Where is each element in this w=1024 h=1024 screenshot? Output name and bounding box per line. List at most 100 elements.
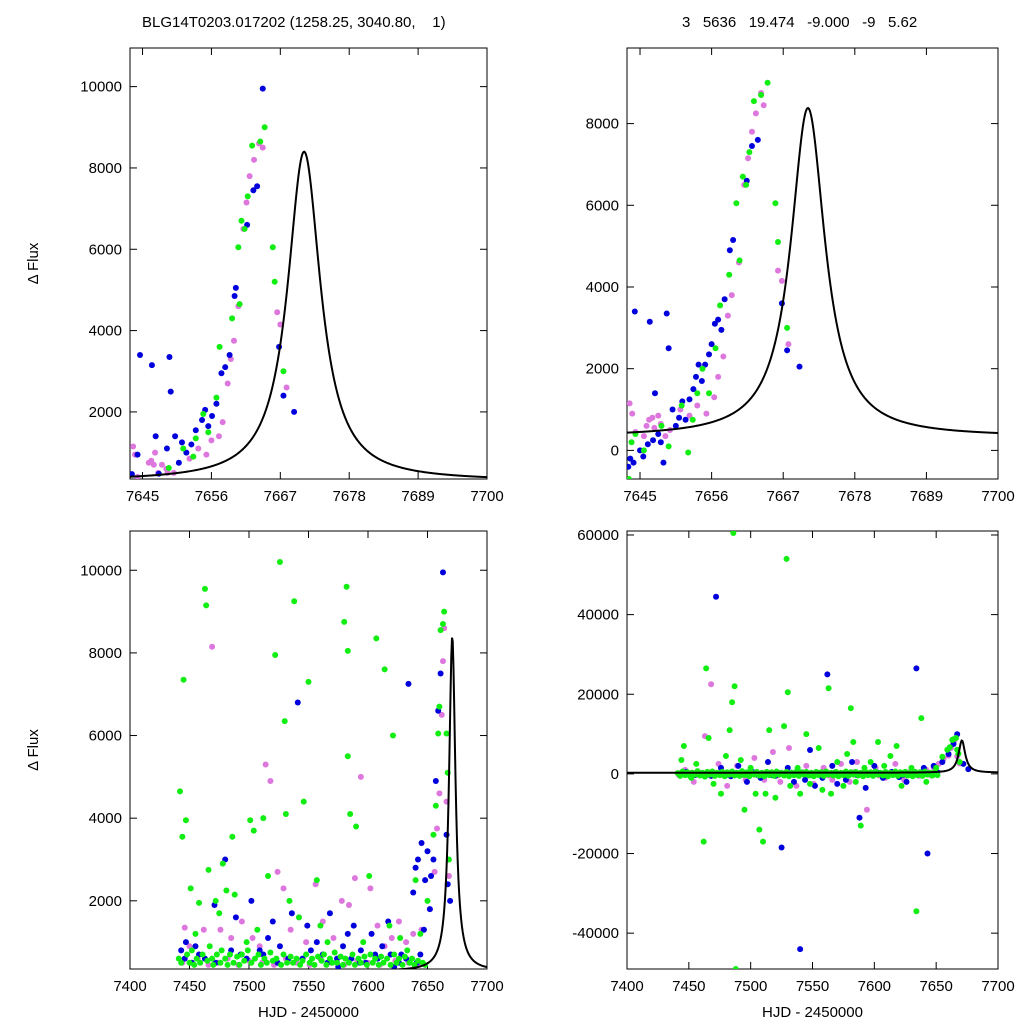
data-point [178, 947, 185, 954]
data-point [247, 817, 254, 824]
data-point [205, 429, 212, 436]
data-point [267, 949, 274, 956]
data-point [685, 449, 692, 456]
data-point [640, 433, 647, 440]
x-tick-label: 7550 [796, 978, 829, 995]
data-point [760, 838, 767, 845]
data-point [323, 961, 330, 968]
data-point [682, 416, 689, 423]
data-point [411, 961, 418, 968]
data-point [699, 365, 706, 372]
x-tick-label: 7600 [858, 978, 891, 995]
data-point [923, 778, 930, 785]
data-point [222, 955, 229, 962]
data-point [762, 41, 768, 47]
y-tick-label: 8000 [89, 645, 122, 662]
data-point [287, 953, 294, 960]
x-tick-label: 7400 [113, 978, 146, 995]
data-point [280, 392, 287, 399]
x-tick-label: 7656 [695, 488, 728, 505]
data-point [754, 136, 761, 143]
data-point [317, 922, 324, 929]
data-point [389, 732, 396, 739]
data-point [291, 408, 298, 415]
x-tick-label: 7500 [232, 978, 265, 995]
data-point [627, 455, 634, 462]
data-point [870, 772, 877, 779]
data-point [344, 647, 351, 654]
data-point [752, 110, 759, 117]
data-point [741, 806, 748, 813]
data-point [726, 271, 733, 278]
data-point [357, 947, 364, 954]
data-point [262, 761, 269, 768]
data-point [367, 885, 374, 892]
data-point [361, 953, 368, 960]
data-point [414, 957, 421, 964]
data-point [678, 756, 685, 763]
data-point [192, 435, 199, 442]
data-point [790, 778, 797, 785]
data-point [137, 351, 144, 358]
data-point [772, 200, 779, 207]
data-point [693, 760, 700, 767]
data-point [311, 961, 318, 968]
data-point [703, 410, 710, 417]
data-point [908, 764, 915, 771]
y-tick-label: 8000 [89, 160, 122, 177]
data-point [785, 341, 792, 348]
data-point [228, 935, 235, 942]
data-point [655, 412, 662, 419]
data-point [248, 959, 255, 966]
data-point [952, 735, 959, 742]
data-point [201, 585, 208, 592]
data-point [150, 461, 157, 468]
data-point [305, 678, 312, 685]
data-point [766, 727, 773, 734]
data-point [643, 422, 650, 429]
data-point [178, 959, 185, 966]
data-point [708, 681, 715, 688]
data-point [347, 811, 354, 818]
data-point [357, 773, 364, 780]
data-point [909, 773, 916, 780]
data-point [167, 388, 174, 395]
data-point [224, 380, 231, 387]
data-point [775, 239, 782, 246]
data-point [649, 414, 656, 421]
data-point [903, 778, 910, 785]
data-point [199, 417, 206, 424]
y-tick-label: 6000 [89, 241, 122, 258]
y-tick-label: 2000 [586, 361, 619, 378]
x-tick-label: 7600 [351, 978, 384, 995]
data-point [715, 373, 722, 380]
data-point [441, 608, 448, 615]
data-point [803, 731, 810, 738]
data-point [689, 416, 696, 423]
data-point [213, 951, 220, 958]
data-point [283, 384, 290, 391]
data-point [739, 173, 746, 180]
data-point [280, 368, 287, 375]
y-tick-label: 6000 [586, 197, 619, 214]
data-point [410, 930, 417, 937]
data-point [235, 244, 242, 251]
y-tick-label: 20000 [577, 686, 619, 703]
data-point [130, 443, 137, 450]
data-point [243, 939, 250, 946]
data-point [750, 98, 757, 105]
data-point [934, 772, 941, 779]
data-point [351, 875, 358, 882]
data-point [217, 959, 224, 966]
data-point [188, 441, 195, 448]
data-point [863, 806, 870, 813]
data-point [718, 326, 725, 333]
data-point [701, 773, 708, 780]
data-point [676, 414, 683, 421]
data-point [630, 459, 637, 466]
data-point [422, 877, 429, 884]
x-tick-label: 7678 [838, 488, 871, 505]
data-point [343, 583, 350, 590]
data-point [713, 593, 720, 600]
y-tick-label: 10000 [80, 562, 122, 579]
